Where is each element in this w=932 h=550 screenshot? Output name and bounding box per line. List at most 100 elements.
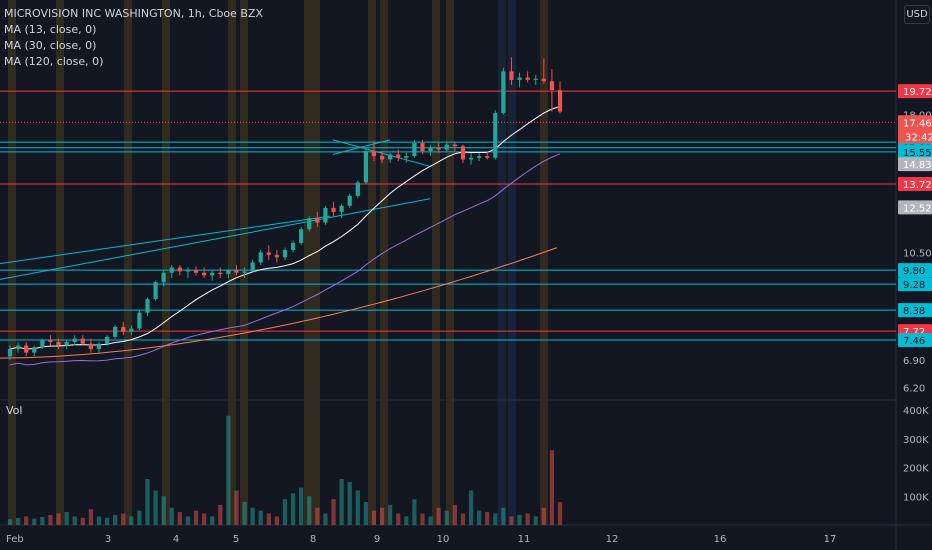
candle-body[interactable] — [121, 326, 126, 332]
candle-body[interactable] — [525, 77, 530, 80]
candle-body[interactable] — [290, 242, 296, 251]
candle-body[interactable] — [234, 270, 239, 273]
candle-body[interactable] — [549, 81, 555, 91]
candle-body[interactable] — [371, 151, 377, 157]
candle-body[interactable] — [242, 271, 247, 273]
candle-body[interactable] — [541, 78, 546, 82]
trend-line[interactable] — [0, 215, 331, 265]
level-price-badge[interactable] — [898, 303, 932, 318]
candle-body[interactable] — [153, 282, 158, 300]
candle-body[interactable] — [404, 156, 409, 158]
candle-body[interactable] — [339, 205, 344, 212]
candle-body[interactable] — [202, 272, 207, 276]
trend-line[interactable] — [0, 198, 431, 280]
candle-body[interactable] — [363, 151, 368, 183]
candle-body[interactable] — [452, 144, 457, 147]
candle-body[interactable] — [250, 262, 255, 272]
candle-body[interactable] — [137, 312, 142, 329]
volume-bar — [169, 507, 174, 525]
ma120-label[interactable]: MA (120, close, 0) — [4, 55, 104, 68]
trend-line[interactable] — [332, 139, 431, 167]
time-tick-label: 10 — [437, 534, 450, 545]
candle-body[interactable] — [258, 252, 263, 263]
candle-body[interactable] — [436, 147, 441, 150]
candle-body[interactable] — [331, 207, 336, 212]
candle-body[interactable] — [485, 156, 490, 158]
candle-body[interactable] — [210, 272, 215, 276]
level-price-badge[interactable] — [898, 157, 932, 172]
candle-body[interactable] — [169, 267, 174, 273]
level-price-badge[interactable] — [898, 200, 932, 215]
candle-body[interactable] — [347, 195, 352, 206]
level-price-badge[interactable] — [898, 144, 932, 159]
candle-body[interactable] — [315, 218, 320, 223]
candle-body[interactable] — [64, 342, 69, 346]
candle-body[interactable] — [218, 272, 223, 275]
volume-bar — [477, 510, 482, 525]
level-price-badge[interactable] — [898, 84, 932, 99]
trend-line[interactable] — [332, 139, 391, 155]
candle-body[interactable] — [323, 207, 328, 223]
session-band — [124, 0, 132, 525]
candle-body[interactable] — [379, 156, 385, 160]
candle-body[interactable] — [96, 343, 102, 350]
level-price-badge[interactable] — [898, 176, 932, 191]
candle-body[interactable] — [113, 326, 118, 337]
volume-bar — [88, 509, 93, 525]
candle-body[interactable] — [501, 71, 506, 114]
candle-body[interactable] — [226, 270, 231, 275]
candle-body[interactable] — [307, 218, 312, 230]
candle-body[interactable] — [7, 349, 13, 357]
candle-body[interactable] — [493, 113, 498, 158]
candle-body[interactable] — [509, 71, 514, 80]
candle-body[interactable] — [266, 252, 271, 255]
volume-bar — [533, 516, 538, 525]
current-price-badge[interactable] — [898, 115, 932, 144]
candle-body[interactable] — [299, 229, 304, 243]
candle-body[interactable] — [145, 299, 150, 313]
volume-bar — [525, 513, 530, 525]
candle-body[interactable] — [412, 143, 417, 157]
candle-body[interactable] — [177, 267, 182, 272]
currency-button[interactable]: USD — [904, 5, 930, 24]
candle-body[interactable] — [80, 338, 85, 344]
candle-body[interactable] — [88, 343, 93, 350]
symbol-title[interactable]: MICROVISION INC WASHINGTON, 1h, Cboe BZX — [4, 7, 264, 20]
ma13-label[interactable]: MA (13, close, 0) — [4, 23, 97, 36]
candle-body[interactable] — [129, 328, 134, 332]
price-tick-label: 6.90 — [903, 356, 925, 367]
level-price-badge[interactable] — [898, 263, 932, 278]
volume-tick-label: 300K — [903, 435, 929, 446]
volume-bar — [557, 502, 563, 525]
ma30-label[interactable]: MA (30, close, 0) — [4, 39, 97, 52]
candle-body[interactable] — [185, 270, 191, 272]
candle-body[interactable] — [282, 250, 288, 258]
candle-body[interactable] — [48, 340, 53, 343]
candle-body[interactable] — [428, 147, 433, 152]
candle-body[interactable] — [104, 336, 110, 344]
candle-body[interactable] — [193, 270, 199, 273]
candle-body[interactable] — [56, 342, 61, 346]
candle-body[interactable] — [355, 182, 360, 196]
candle-body[interactable] — [15, 345, 21, 350]
volume-bar — [72, 516, 77, 525]
candle-body[interactable] — [72, 338, 77, 343]
candle-body[interactable] — [420, 143, 425, 152]
candle-body[interactable] — [161, 272, 166, 283]
candle-body[interactable] — [444, 144, 449, 150]
candle-body[interactable] — [477, 156, 482, 158]
candle-body[interactable] — [388, 154, 393, 160]
level-price-badge[interactable] — [898, 332, 932, 347]
candle-body[interactable] — [460, 146, 466, 160]
candle-body[interactable] — [32, 347, 37, 353]
candle-body[interactable] — [396, 154, 401, 158]
candle-body[interactable] — [517, 77, 522, 80]
candle-body[interactable] — [557, 90, 563, 112]
candle-body[interactable] — [274, 254, 280, 258]
candle-body[interactable] — [24, 345, 29, 353]
candle-body[interactable] — [468, 157, 474, 160]
level-price-badge[interactable] — [898, 277, 932, 292]
candle-body[interactable] — [40, 340, 45, 348]
candle-body[interactable] — [533, 78, 538, 80]
